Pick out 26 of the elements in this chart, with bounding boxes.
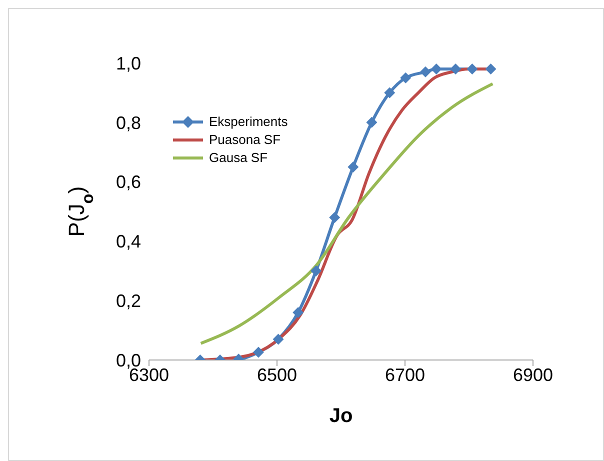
point <box>384 87 396 98</box>
y-tick-label: 0,4 <box>116 232 141 252</box>
y-tick-label: 0,8 <box>116 112 141 133</box>
point <box>485 63 496 74</box>
x-tick-label: 6900 <box>512 364 554 385</box>
point <box>292 306 304 318</box>
y-tick-label: 0,6 <box>116 172 141 192</box>
legend-label: Puasona SF <box>209 131 281 149</box>
x-axis-title: Jo <box>329 405 353 427</box>
point <box>420 66 431 78</box>
point <box>272 334 284 345</box>
point <box>329 212 340 223</box>
point <box>466 63 478 74</box>
point <box>366 116 378 128</box>
y-tick-label: 1,0 <box>116 53 141 74</box>
point <box>450 63 462 74</box>
point <box>252 346 264 358</box>
point <box>400 72 412 84</box>
x-tick-label: 6700 <box>384 364 426 385</box>
y-tick-label: 0,2 <box>116 290 141 311</box>
legend-label: Eksperiments <box>209 113 288 131</box>
legend-label: Gausa SF <box>209 149 268 167</box>
point <box>310 265 322 276</box>
x-tick-label: 6500 <box>256 364 298 385</box>
point <box>348 161 359 172</box>
point <box>430 63 442 74</box>
